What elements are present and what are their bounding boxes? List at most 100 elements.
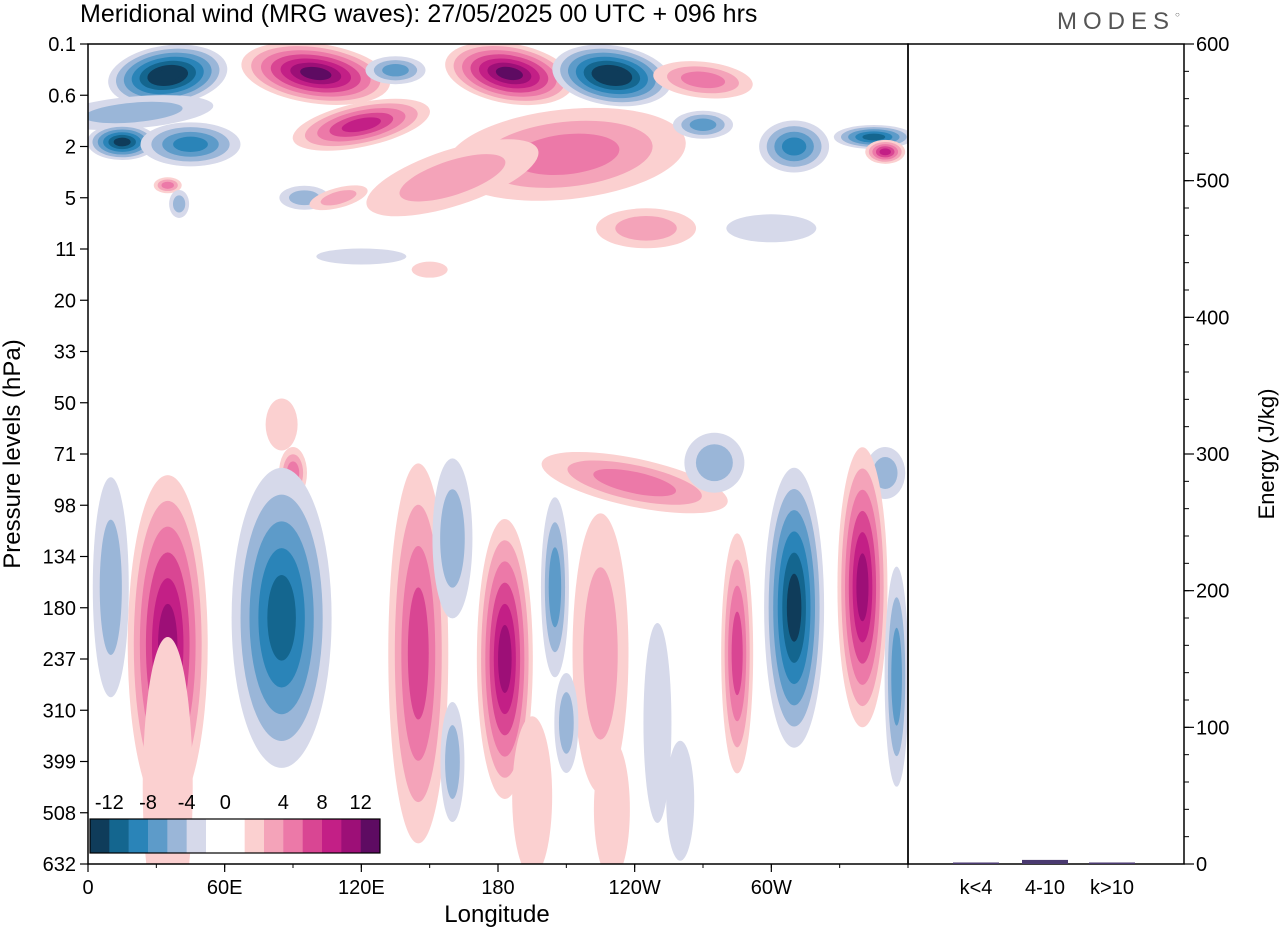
colorbar-swatch: [244, 819, 265, 853]
y-tick-label: 180: [43, 598, 76, 620]
energy-bars: k<4 4-10 k>10: [953, 859, 1135, 899]
colorbar: -12 -8 -4 0 4 8 12: [89, 792, 381, 854]
contour-band: [142, 637, 193, 864]
y-tick-label: 237: [43, 649, 76, 671]
y-axis-label: Pressure levels (hPa): [0, 339, 26, 568]
contour-band: [643, 622, 672, 823]
contour-band: [498, 625, 512, 693]
contour-band: [341, 117, 381, 133]
contour-band: [113, 137, 131, 147]
energy-tick-label: 100: [1196, 717, 1229, 739]
contour-band: [88, 101, 183, 124]
contour-band: [316, 248, 407, 265]
contour-band: [593, 739, 630, 864]
energy-category-label: k>10: [1090, 877, 1134, 899]
contour-band: [548, 547, 562, 628]
contour-band: [320, 190, 357, 206]
colorbar-label: 8: [316, 792, 327, 814]
contour-band: [666, 740, 695, 861]
energy-axis: 0 100 200 300 400 500 600: [1184, 34, 1229, 876]
y-tick-label: 33: [54, 342, 76, 364]
contour-band: [786, 573, 802, 642]
energy-bar: [1022, 859, 1068, 864]
y-tick-label: 632: [43, 854, 76, 876]
y-tick-label: 310: [43, 700, 76, 722]
contour-band: [99, 519, 122, 655]
longitude-axis: 0 60E 120E 180 120W 60W: [82, 864, 909, 899]
contour-band: [872, 456, 898, 489]
colorbar-label: -8: [139, 792, 157, 814]
colorbar-swatch: [90, 819, 110, 853]
contour-band: [513, 133, 620, 175]
heatmap-contours: [88, 44, 908, 864]
colorbar-label: 0: [220, 792, 231, 814]
colorbar-swatch: [341, 819, 361, 853]
x-tick-label: 120W: [609, 877, 661, 899]
y-tick-label: 0.6: [48, 85, 76, 107]
energy-tick-label: 300: [1196, 444, 1229, 466]
contour-band: [440, 489, 465, 588]
contour-band: [411, 261, 448, 278]
colorbar-swatch: [128, 819, 149, 853]
y-tick-label: 5: [65, 188, 76, 210]
contour-band: [172, 195, 186, 213]
x-tick-label: 60W: [751, 877, 792, 899]
x-axis-label: Longitude: [444, 901, 549, 928]
contour-band: [267, 574, 296, 661]
contour-band: [495, 66, 523, 81]
x-tick-label: 0: [82, 877, 93, 899]
energy-tick-label: 200: [1196, 581, 1229, 603]
contour-band: [879, 148, 891, 156]
pressure-axis: 0.1 0.6 2 5 11 20 33 50 71 98 134 180 237 310 399 508 63…: [43, 34, 88, 876]
contour-band: [599, 68, 625, 82]
colorbar-swatch: [322, 819, 342, 853]
contour-band: [407, 587, 429, 720]
chart-title: Meridional wind (MRG waves): 27/05/2025 …: [80, 0, 758, 28]
colorbar-frame: [89, 818, 381, 854]
energy-bar: [1089, 862, 1135, 864]
y-tick-label: 0.1: [48, 34, 76, 56]
colorbar-swatch: [283, 819, 303, 853]
contour-band: [695, 444, 733, 482]
colorbar-label: -12: [95, 792, 124, 814]
colorbar-swatch: [148, 819, 168, 853]
contour-band: [382, 63, 409, 77]
energy-bar: [953, 862, 999, 864]
contour-band: [173, 136, 208, 152]
energy-tick-label: 500: [1196, 171, 1229, 193]
y-tick-label: 98: [54, 495, 76, 517]
colorbar-swatch: [186, 819, 207, 853]
energy-category-label: k<4: [960, 877, 993, 899]
y-tick-label: 50: [54, 393, 76, 415]
x-tick-label: 120E: [338, 877, 385, 899]
energy-axis-label: Energy (J/kg): [1254, 389, 1279, 520]
contour-band: [781, 137, 807, 156]
energy-tick-label: 400: [1196, 307, 1229, 329]
y-tick-label: 71: [54, 444, 76, 466]
energy-frame: [907, 43, 1185, 865]
colorbar-swatch: [109, 819, 129, 853]
energy-category-label: 4-10: [1025, 877, 1065, 899]
colorbar-swatch: [206, 819, 226, 853]
contour-band: [583, 567, 618, 740]
x-tick-label: 180: [481, 877, 514, 899]
contour-band: [726, 214, 817, 243]
y-tick-label: 20: [54, 290, 76, 312]
colorbar-label: -4: [178, 792, 196, 814]
contour-band: [300, 66, 332, 81]
contour-band: [445, 725, 460, 799]
contour-band: [689, 118, 717, 131]
colorbar-swatch: [360, 819, 381, 853]
contour-band: [593, 468, 677, 497]
colorbar-swatch: [167, 819, 187, 853]
energy-tick-label: 0: [1196, 854, 1207, 876]
energy-tick-label: 600: [1196, 34, 1229, 56]
contour-band: [856, 553, 869, 622]
colorbar-label: 4: [278, 792, 289, 814]
colorbar-swatch: [264, 819, 284, 853]
y-tick-label: 2: [65, 137, 76, 159]
contour-band: [891, 627, 902, 726]
contour-band: [731, 611, 743, 696]
modes-logo: MODES○: [1057, 8, 1180, 35]
